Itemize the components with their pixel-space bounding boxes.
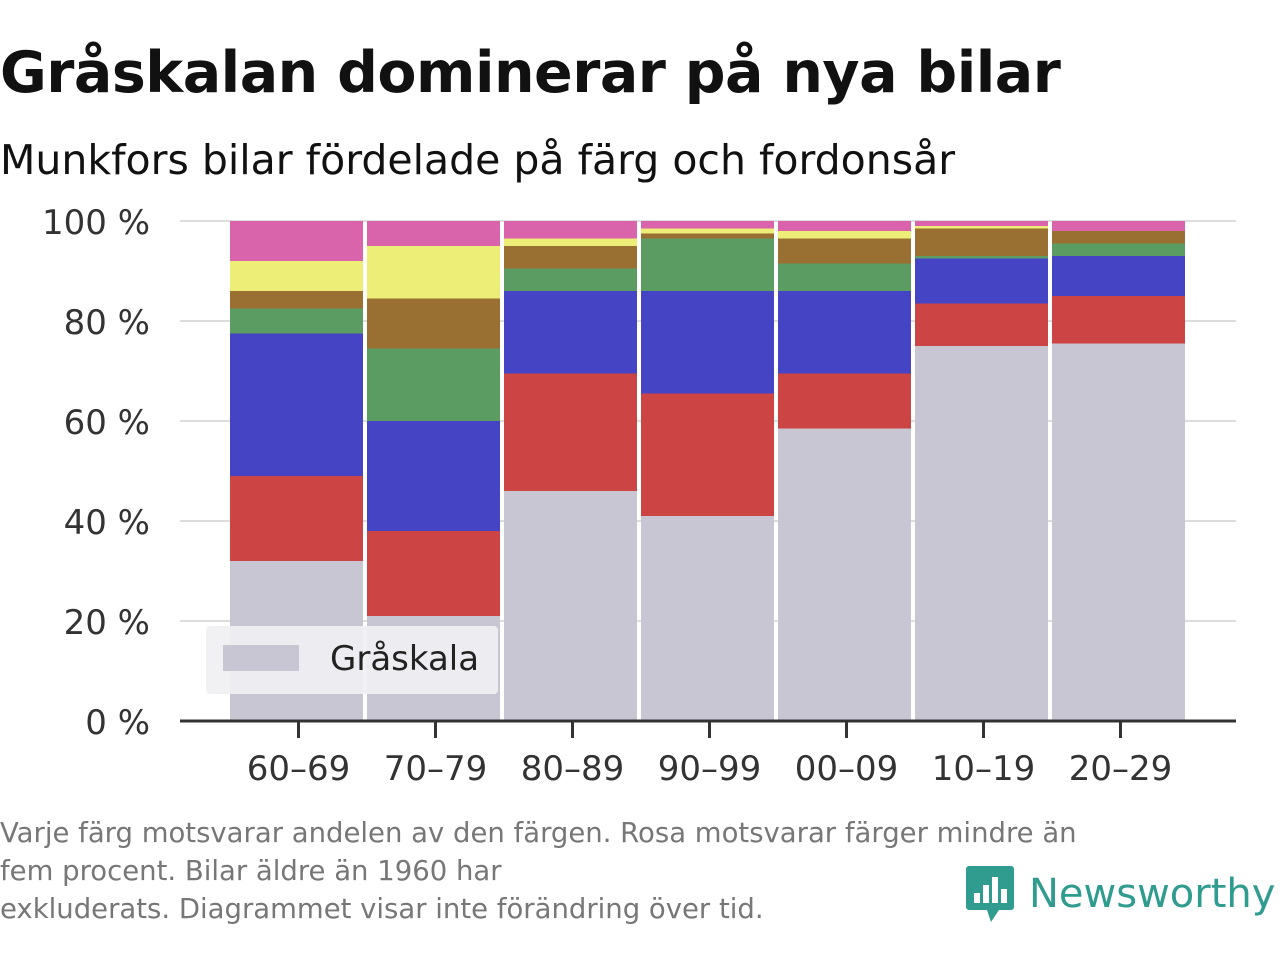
- bar-segment: [230, 333, 363, 476]
- bar-segment: [1052, 256, 1185, 296]
- newsworthy-brand[interactable]: Newsworthy: [965, 863, 1275, 925]
- newsworthy-logo-icon: [966, 866, 1014, 922]
- bar-segment: [641, 221, 774, 229]
- bar-segment: [1052, 243, 1185, 256]
- bar-segment: [1052, 231, 1185, 244]
- bar-segment: [504, 221, 637, 239]
- bar-segment: [504, 246, 637, 269]
- bar-segment: [778, 291, 911, 374]
- bar-segment: [778, 373, 911, 429]
- x-tick-label: 80–89: [521, 749, 625, 789]
- bar-segment: [1052, 296, 1185, 344]
- chart-subtitle: Munkfors bilar fördelade på färg och for…: [0, 136, 956, 184]
- legend-box: [206, 626, 498, 694]
- bar-segment: [778, 221, 911, 231]
- caption-line: exkluderats. Diagrammet visar inte förän…: [0, 893, 764, 925]
- bar-segment: [641, 393, 774, 516]
- bar-segment: [915, 228, 1048, 256]
- x-tick-label: 90–99: [658, 749, 762, 789]
- bar-segment: [367, 348, 500, 421]
- bar-segment: [367, 421, 500, 531]
- bar-segment: [1052, 221, 1185, 231]
- x-tick-labels: 60–69 70–79 80–89 90–99 00–09 10–19 20–29: [247, 721, 1173, 789]
- bar-segment: [915, 346, 1048, 721]
- bar-segment: [504, 238, 637, 246]
- bar-segment: [230, 291, 363, 309]
- bar-segment: [367, 221, 500, 246]
- chart-caption: Varje färg motsvarar andelen av den färg…: [0, 814, 1250, 928]
- chart-title: Gråskalan dominerar på nya bilar: [0, 40, 1061, 106]
- bar-segment: [915, 256, 1048, 259]
- bar-segment: [230, 221, 363, 261]
- brand-name: Newsworthy: [1029, 871, 1276, 917]
- bar-segment: [230, 308, 363, 334]
- legend-label: Gråskala: [330, 639, 479, 679]
- y-tick-label: 80 %: [64, 303, 150, 343]
- y-tick-labels: 0 % 20 % 40 % 60 % 80 % 100 %: [42, 203, 150, 743]
- x-tick-label: 00–09: [795, 749, 899, 789]
- bar-segment: [504, 268, 637, 291]
- caption-line: fem procent. Bilar äldre än 1960 har: [0, 855, 502, 887]
- bar-segment: [230, 476, 363, 561]
- bar-segment: [367, 531, 500, 616]
- bar-segment: [367, 246, 500, 299]
- bar-segment: [778, 238, 911, 264]
- legend: Gråskala: [206, 626, 498, 694]
- x-tick-label: 60–69: [247, 749, 351, 789]
- bar-segment: [641, 238, 774, 291]
- bar-segment: [778, 263, 911, 291]
- x-tick-label: 10–19: [932, 749, 1036, 789]
- caption-line: Varje färg motsvarar andelen av den färg…: [0, 817, 1077, 849]
- bar-segment: [778, 428, 911, 721]
- x-tick-label: 70–79: [384, 749, 488, 789]
- bar-segment: [915, 226, 1048, 229]
- bar-segment: [915, 221, 1048, 226]
- bar-segment: [641, 228, 774, 234]
- legend-swatch: [223, 645, 299, 671]
- stacked-bar-chart: Gråskala 0 % 20 % 40 % 60 % 80 % 100 % 60–69 7…: [42, 203, 1236, 789]
- y-tick-label: 40 %: [64, 503, 150, 543]
- bar-segment: [641, 233, 774, 239]
- y-tick-label: 0 %: [85, 703, 150, 743]
- bar-segment: [504, 291, 637, 374]
- y-tick-label: 20 %: [64, 603, 150, 643]
- x-tick-label: 20–29: [1069, 749, 1173, 789]
- bar-segment: [641, 291, 774, 394]
- bars: [230, 221, 1185, 721]
- bar-segment: [915, 258, 1048, 304]
- bar-segment: [1052, 343, 1185, 721]
- y-tick-label: 60 %: [64, 403, 150, 443]
- bar-segment: [367, 298, 500, 349]
- bar-segment: [230, 261, 363, 291]
- y-tick-label: 100 %: [42, 203, 150, 243]
- bar-segment: [778, 231, 911, 239]
- bar-segment: [641, 516, 774, 721]
- bar-segment: [915, 303, 1048, 346]
- bar-segment: [504, 373, 637, 491]
- bar-segment: [504, 491, 637, 721]
